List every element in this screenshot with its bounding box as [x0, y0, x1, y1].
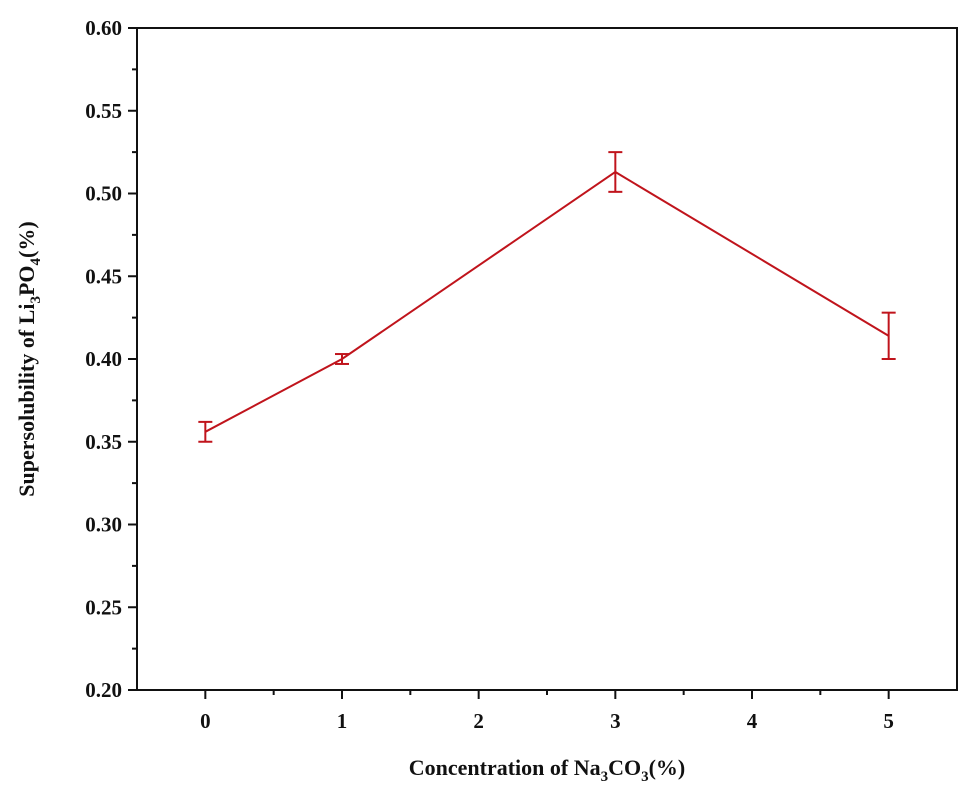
y-tick-label: 0.20: [85, 678, 122, 702]
error-bar: [608, 151, 623, 193]
y-tick-label: 0.30: [85, 513, 122, 537]
x-tick-label: 3: [610, 709, 621, 733]
x-axis-label: Concentration of Na3CO3(%): [409, 755, 686, 785]
x-axis-ticks: 0 1 2 3 4 5: [200, 690, 894, 733]
error-bar: [335, 353, 349, 365]
x-tick-label: 4: [747, 709, 758, 733]
x-tick-label: 2: [473, 709, 484, 733]
y-tick-label: 0.35: [85, 430, 122, 454]
x-tick-label: 0: [200, 709, 211, 733]
y-tick-label: 0.25: [85, 595, 122, 619]
y-axis-ticks: 0.20 0.25 0.30 0.35 0.40 0.45 0.50 0.55 0.60: [85, 16, 137, 702]
error-bar: [198, 420, 213, 443]
y-tick-label: 0.40: [85, 347, 122, 371]
series-line: [204, 170, 890, 433]
y-axis-label: Supersolubility of Li3PO4(%): [14, 221, 44, 496]
x-tick-label: 5: [883, 709, 894, 733]
y-tick-label: 0.45: [85, 264, 122, 288]
error-bar: [881, 311, 896, 360]
x-tick-label: 1: [337, 709, 348, 733]
plot-area: [198, 151, 896, 443]
y-tick-label: 0.55: [85, 99, 122, 123]
plot-frame: [136, 27, 958, 691]
y-tick-label: 0.60: [85, 16, 122, 40]
y-tick-label: 0.50: [85, 182, 122, 206]
